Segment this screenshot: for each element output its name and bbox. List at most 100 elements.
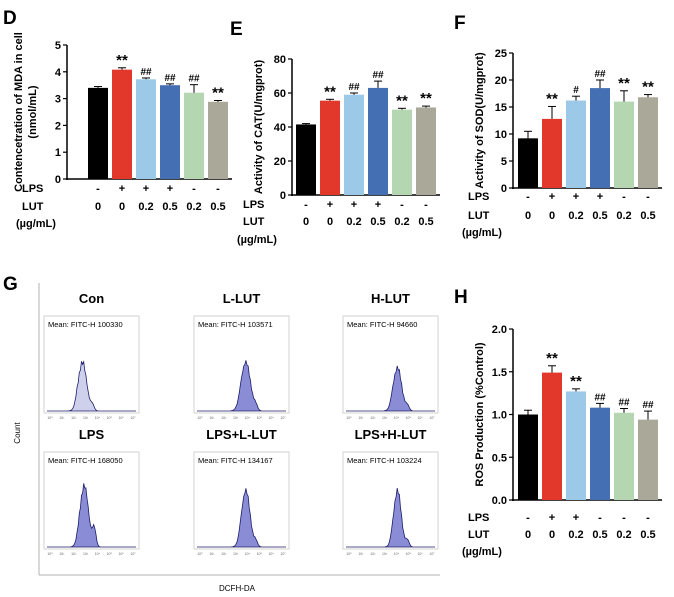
- histogram-title: LPS+L-LUT: [206, 427, 276, 442]
- lut-value: 0: [525, 529, 531, 541]
- y-tick-label: 40: [274, 122, 286, 134]
- significance-mark: **: [642, 79, 654, 96]
- significance-mark: #: [573, 85, 579, 96]
- histogram-title: H-LUT: [371, 291, 410, 306]
- significance-mark: ##: [594, 69, 606, 80]
- y-axis-unit: (nmol/mL): [27, 85, 39, 138]
- decade-tick-label: 10⁶: [417, 416, 423, 420]
- bar: [590, 407, 610, 500]
- significance-mark: ##: [188, 74, 200, 85]
- histogram-curve: [346, 488, 435, 548]
- bar: [542, 372, 562, 500]
- histogram-frame: [43, 315, 140, 414]
- significance-mark: **: [546, 90, 558, 107]
- lps-value: +: [119, 183, 125, 195]
- y-axis-title: Contencetration of MDA in cell: [13, 32, 25, 192]
- y-tick-label: 0.0: [492, 495, 507, 507]
- lps-row-label: LPS: [468, 191, 489, 203]
- decade-tick-label: 10⁴: [95, 552, 101, 556]
- y-tick-label: 0: [55, 174, 61, 186]
- lps-value: +: [573, 512, 579, 524]
- y-tick-label: 15: [495, 102, 507, 114]
- histogram-curve: [47, 360, 136, 412]
- bar: [518, 138, 538, 188]
- lps-value: -: [526, 191, 530, 203]
- panel-letter-d: D: [3, 8, 17, 29]
- flow-x-axis-label: DCFH-DA: [219, 584, 256, 593]
- bar: [136, 79, 156, 179]
- decade-tick-label: 10¹: [59, 552, 65, 556]
- lps-value: -: [646, 512, 650, 524]
- y-tick-label: 5: [55, 40, 61, 52]
- histogram-curve: [197, 360, 286, 412]
- cat-bar-chart: 0 20 40 60 80 Activity of CAT(U/mgprot) ** ## ##…: [237, 54, 440, 246]
- bar: [566, 391, 586, 500]
- decade-tick-label: 10⁷: [280, 552, 286, 556]
- y-tick-label: 1.5: [492, 367, 507, 379]
- decade-tick-label: 10¹: [209, 416, 215, 420]
- decade-tick-label: 10⁴: [394, 552, 400, 556]
- lut-unit-label: (µg/mL): [462, 546, 502, 558]
- lut-value: 0.2: [568, 529, 583, 541]
- significance-mark: ##: [642, 400, 654, 411]
- decade-tick-label: 10⁰: [346, 416, 352, 420]
- lps-value: +: [143, 183, 149, 195]
- histogram-mean: Mean: FITC-H 134167: [198, 456, 273, 465]
- decade-tick-label: 10⁶: [268, 416, 274, 420]
- bar: [638, 419, 658, 500]
- lps-value: +: [167, 183, 173, 195]
- lps-value: -: [192, 183, 196, 195]
- y-axis-title: Activity of SOD(U/mgprot): [474, 52, 486, 189]
- lut-value: 0.5: [640, 529, 655, 541]
- decade-tick-label: 10⁵: [107, 552, 113, 556]
- y-tick-label: 3: [55, 94, 61, 106]
- ros-bar-chart: 0.0 0.5 1.0 1.5 2.0 ROS Production (%Control)…: [462, 324, 662, 558]
- significance-mark: **: [618, 75, 630, 92]
- lut-unit-label: (µg/mL): [462, 227, 502, 239]
- significance-mark: **: [396, 92, 408, 109]
- lps-value: -: [400, 199, 404, 211]
- decade-tick-label: 10⁰: [47, 552, 53, 556]
- lps-value: +: [573, 191, 579, 203]
- y-tick-label: 0: [280, 190, 286, 202]
- decade-tick-label: 10⁷: [280, 416, 286, 420]
- y-tick-label: 60: [274, 88, 286, 100]
- bar: [638, 97, 658, 188]
- bar: [614, 412, 634, 500]
- decade-tick-label: 10⁵: [257, 416, 263, 420]
- lut-value: 0.2: [568, 210, 583, 222]
- lut-value: 0.5: [210, 201, 225, 213]
- y-tick-label: 20: [495, 75, 507, 87]
- significance-mark: **: [116, 52, 128, 69]
- lut-value: 0.5: [640, 210, 655, 222]
- histogram-title: L-LUT: [223, 291, 261, 306]
- histogram-mean: Mean: FITC-H 168050: [48, 456, 123, 465]
- bar: [320, 100, 340, 195]
- panel-letter-f: F: [454, 13, 466, 34]
- significance-mark: ##: [348, 82, 360, 93]
- lut-value: 0.2: [616, 210, 631, 222]
- bar: [590, 88, 610, 188]
- bar: [184, 92, 204, 179]
- decade-tick-label: 10³: [83, 416, 89, 420]
- decade-tick-label: 10¹: [209, 552, 215, 556]
- lps-value: +: [549, 512, 555, 524]
- lps-row-label: LPS: [468, 512, 489, 524]
- lut-row-label: LUT: [468, 210, 490, 222]
- decade-tick-label: 10²: [71, 416, 77, 420]
- lps-value: +: [375, 199, 381, 211]
- lut-value: 0: [549, 210, 555, 222]
- lut-value: 0.2: [346, 216, 361, 228]
- histogram-title: LPS: [79, 427, 105, 442]
- significance-mark: **: [420, 90, 432, 107]
- significance-mark: **: [212, 84, 224, 101]
- lut-unit-label: (µg/mL): [16, 218, 56, 230]
- decade-tick-label: 10⁴: [245, 552, 251, 556]
- decade-tick-label: 10⁰: [47, 416, 53, 420]
- significance-mark: ##: [164, 73, 176, 84]
- decade-tick-label: 10⁵: [107, 416, 113, 420]
- lps-value: -: [622, 191, 626, 203]
- y-tick-label: 10: [495, 129, 507, 141]
- significance-mark: ##: [372, 70, 384, 81]
